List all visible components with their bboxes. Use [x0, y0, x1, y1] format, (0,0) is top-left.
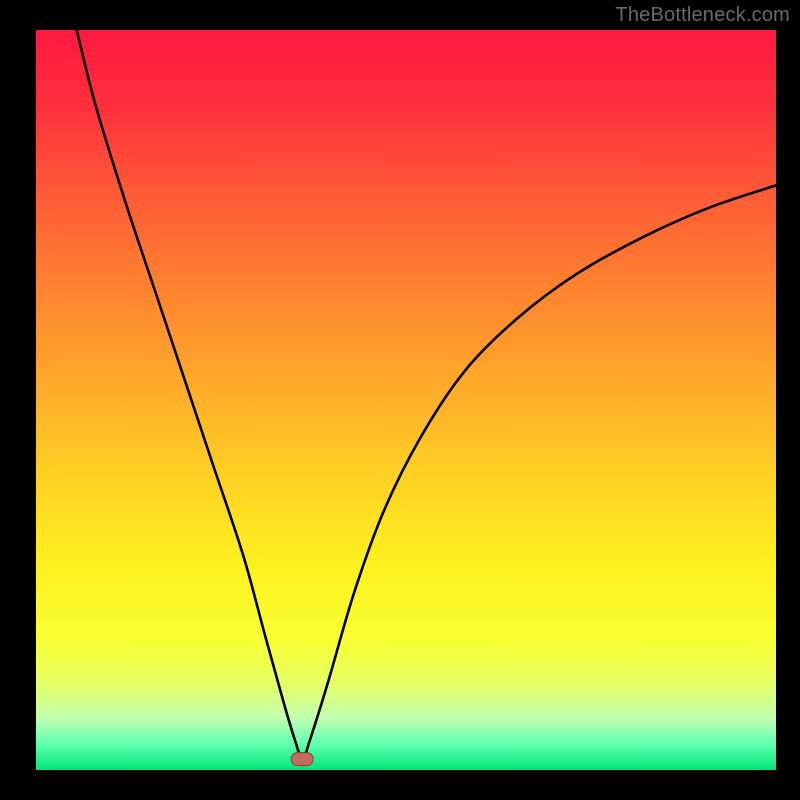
chart-plot-area: [36, 30, 776, 770]
watermark-text: TheBottleneck.com: [615, 4, 790, 27]
curve-layer: [36, 30, 776, 770]
figure-container: TheBottleneck.com: [0, 0, 800, 800]
optimal-point-marker: [291, 752, 314, 766]
bottleneck-curve: [77, 30, 776, 759]
